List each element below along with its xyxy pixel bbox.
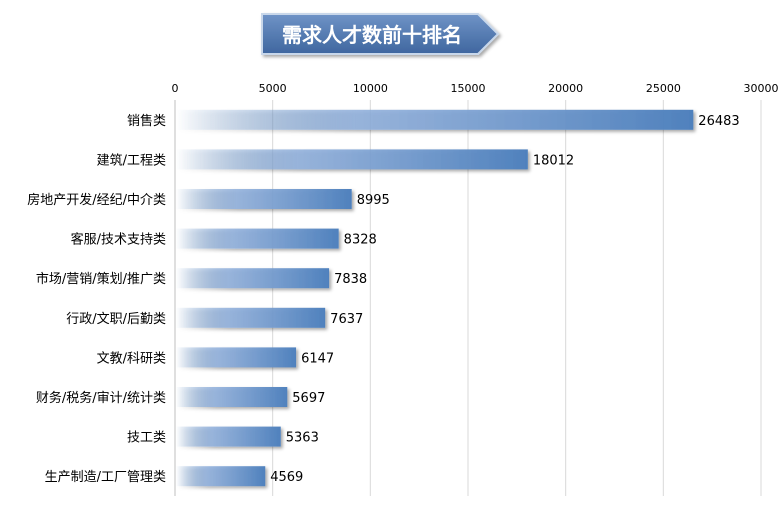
category-label: 建筑/工程类 <box>97 152 166 168</box>
bar-value-label: 6147 <box>301 351 334 366</box>
category-label: 文教/科研类 <box>97 350 166 366</box>
bars <box>176 109 694 487</box>
bar-value-label: 7637 <box>330 312 363 327</box>
bar-value-label: 7838 <box>334 272 367 287</box>
value-labels: 26483 18012 8995 8328 7838 7637 6147 5697 5363 45… <box>270 114 739 485</box>
category-label: 财务/税务/审计/统计类 <box>36 390 166 406</box>
bar <box>176 268 330 289</box>
category-label: 市场/营销/策划/推广类 <box>36 271 166 287</box>
bar <box>176 347 297 368</box>
x-tick-label: 10000 <box>353 82 388 95</box>
x-tick-label: 0 <box>172 82 179 95</box>
x-tick-label: 25000 <box>646 82 681 95</box>
category-label: 房地产开发/经纪/中介类 <box>27 192 166 208</box>
bar-value-label: 18012 <box>533 153 574 168</box>
bar <box>176 307 326 328</box>
category-label: 行政/文职/后勤类 <box>66 312 166 327</box>
bar-value-label: 8328 <box>344 233 377 248</box>
bar-value-label: 5363 <box>286 431 319 446</box>
x-tick-label: 5000 <box>259 82 287 95</box>
x-tick-label: 30000 <box>744 82 779 95</box>
category-labels: 销售类建筑/工程类房地产开发/经纪/中介类客服/技术支持类市场/营销/策划/推广… <box>27 113 166 485</box>
bar <box>176 228 339 249</box>
bar <box>176 466 266 487</box>
chart-title-banner: 需求人才数前十排名 <box>261 13 500 55</box>
bar <box>176 426 281 447</box>
x-axis-tick-labels: 0 5000 10000 15000 20000 25000 30000 <box>172 82 779 95</box>
category-label: 销售类 <box>127 113 166 129</box>
chart-title: 需求人才数前十排名 <box>282 23 462 47</box>
x-tick-label: 15000 <box>451 82 486 95</box>
bar <box>176 387 288 407</box>
bar-value-label: 26483 <box>698 114 739 129</box>
category-label: 生产制造/工厂管理类 <box>45 470 166 485</box>
bar <box>176 109 694 130</box>
bar <box>176 189 352 209</box>
bar-value-label: 8995 <box>357 193 390 208</box>
bar <box>176 149 528 170</box>
x-tick-label: 20000 <box>548 82 583 95</box>
bar-value-label: 4569 <box>270 470 303 485</box>
bar-value-label: 5697 <box>292 391 325 406</box>
category-label: 客服/技术支持类 <box>71 232 166 248</box>
category-label: 技工类 <box>127 431 166 446</box>
title-arrow-shape <box>261 13 500 55</box>
